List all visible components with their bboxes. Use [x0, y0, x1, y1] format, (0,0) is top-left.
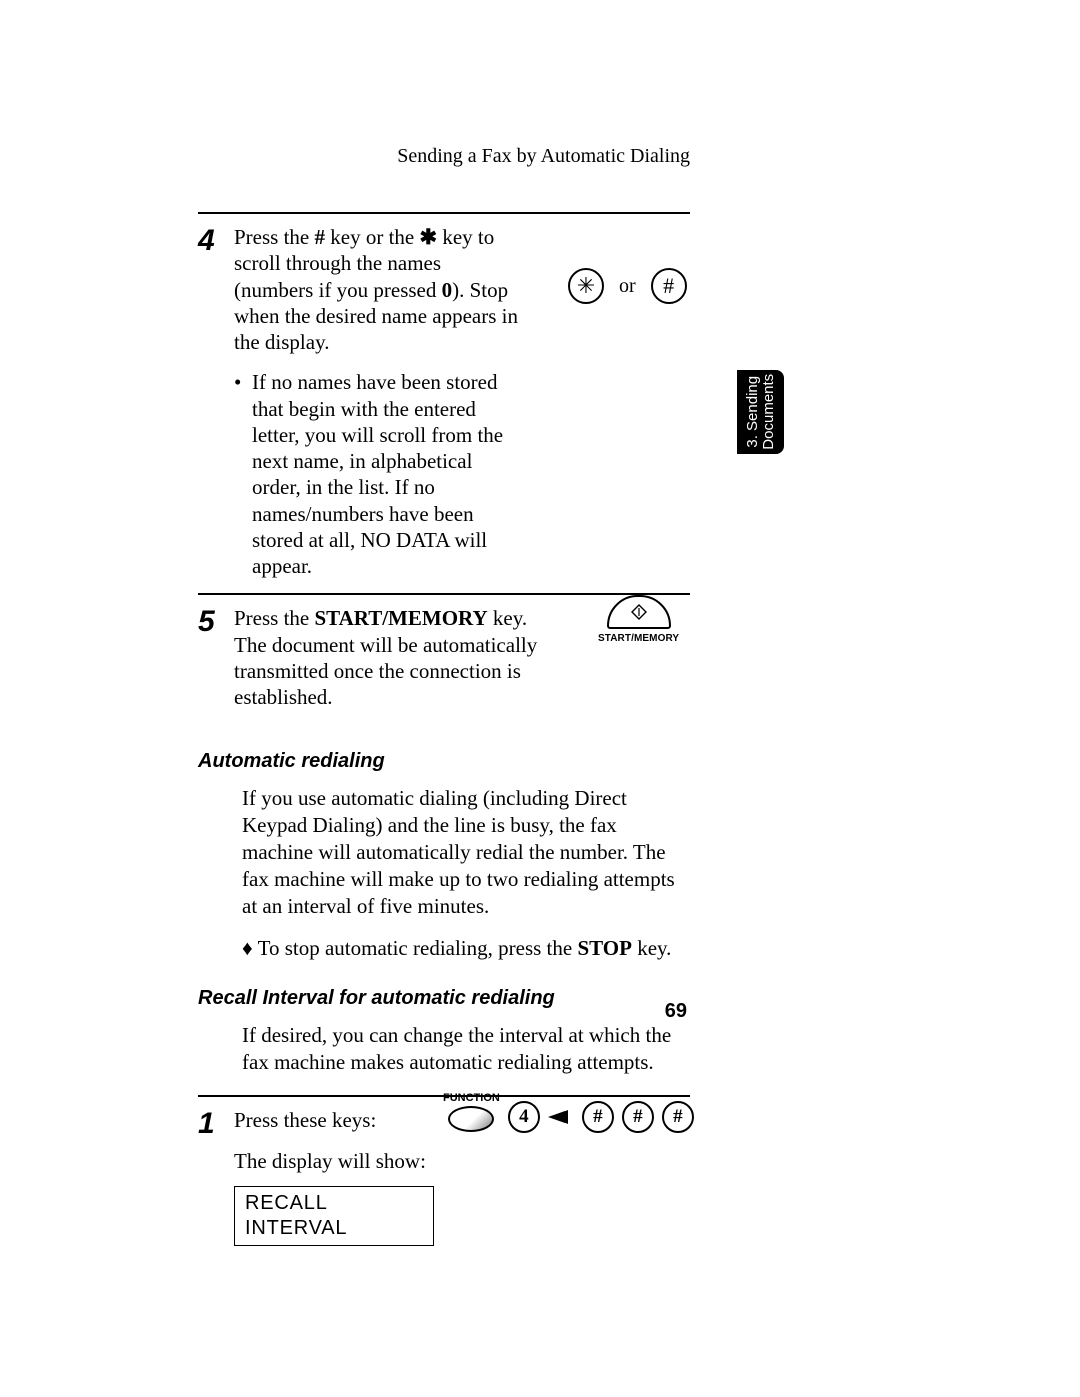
step-1-line1: Press these keys: — [234, 1107, 434, 1133]
start-memory-caption: START/MEMORY — [598, 633, 679, 644]
chapter-tab-text: 3. Sending Documents — [745, 374, 777, 450]
step-1-line2: The display will show: — [234, 1148, 434, 1174]
step-1-number: 1 — [198, 1109, 234, 1139]
function-key-group: FUNCTION — [443, 1092, 500, 1132]
step-4-number: 4 — [198, 226, 234, 256]
step-1-keys-visual: FUNCTION 4 # # # — [443, 1091, 694, 1133]
body-recall-interval: If desired, you can change the interval … — [242, 1022, 682, 1076]
hash-key-3-icon: # — [662, 1101, 694, 1133]
function-key-label: FUNCTION — [443, 1092, 500, 1104]
heading-recall-interval: Recall Interval for automatic redialing — [198, 987, 690, 1010]
heading-auto-redial: Automatic redialing — [198, 750, 690, 773]
chapter-tab: 3. Sending Documents — [737, 370, 784, 454]
hash-key-label: # — [315, 225, 326, 249]
step-4-body: Press the # key or the ✱ key to scroll t… — [234, 224, 524, 579]
step-4-keys-visual: ✳ or # — [568, 268, 687, 304]
section-auto-redial: Automatic redialing If you use automatic… — [198, 750, 690, 960]
start-memory-key-icon — [607, 595, 671, 629]
step-5-text-pre: Press the — [234, 606, 315, 630]
zero-key-label: 0 — [442, 278, 453, 302]
bullet-stop-pre: ♦ To stop automatic redialing, press the — [242, 936, 577, 960]
bullet-stop-post: key. — [632, 936, 671, 960]
page-number: 69 — [665, 1000, 687, 1023]
hash-key-2-icon: # — [622, 1101, 654, 1133]
step-5-number: 5 — [198, 607, 234, 637]
step-1-body: Press these keys: The display will show:… — [234, 1107, 434, 1246]
page: Sending a Fax by Automatic Dialing 3. Se… — [0, 0, 1080, 1397]
section-recall-interval: Recall Interval for automatic redialing … — [198, 987, 690, 1076]
bullet-stop-redial: ♦ To stop automatic redialing, press the… — [242, 936, 682, 961]
key-4-icon: 4 — [508, 1101, 540, 1133]
stop-key-label: STOP — [577, 936, 631, 960]
hash-key-1-icon: # — [582, 1101, 614, 1133]
step-4-bullet: If no names have been stored that begin … — [234, 369, 524, 579]
step-5-body: Press the START/MEMORY key. The document… — [234, 605, 544, 710]
step-4-text-pre: Press the — [234, 225, 315, 249]
step-1: 1 Press these keys: The display will sho… — [198, 1097, 690, 1246]
function-key-icon — [448, 1106, 494, 1132]
content-area: 4 Press the # key or the ✱ key to scroll… — [198, 212, 690, 1246]
diamond-icon — [631, 604, 647, 620]
hash-key-icon: # — [651, 268, 687, 304]
or-label: or — [619, 275, 636, 298]
body-auto-redial: If you use automatic dialing (including … — [242, 785, 682, 919]
running-header: Sending a Fax by Automatic Dialing — [397, 145, 690, 168]
star-key-label: ✱ — [419, 225, 437, 249]
star-key-icon: ✳ — [568, 268, 604, 304]
step-4: 4 Press the # key or the ✱ key to scroll… — [198, 214, 690, 579]
start-memory-visual: START/MEMORY — [598, 595, 679, 644]
chapter-tab-line1: 3. Sending — [744, 376, 761, 448]
chapter-tab-line2: Documents — [760, 374, 777, 450]
fax-display-box: RECALL INTERVAL — [234, 1186, 434, 1246]
arrow-icon — [548, 1108, 574, 1126]
start-memory-label: START/MEMORY — [315, 606, 488, 630]
step-4-text-mid1: key or the — [325, 225, 419, 249]
step-5: 5 Press the START/MEMORY key. The docume… — [198, 595, 690, 710]
